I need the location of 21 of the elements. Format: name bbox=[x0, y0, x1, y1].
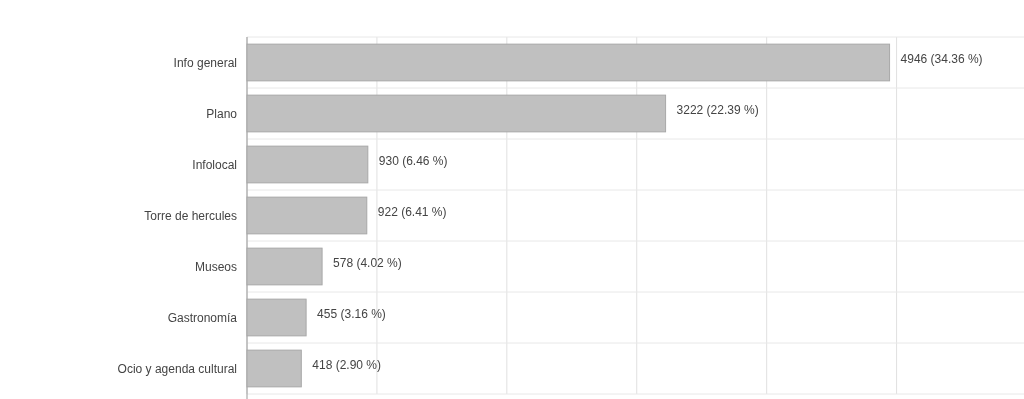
data-label: 3222 (22.39 %) bbox=[676, 102, 759, 117]
y-tick-label: Torre de hercules bbox=[144, 208, 237, 223]
bar bbox=[246, 196, 368, 235]
data-label: 930 (6.46 %) bbox=[378, 153, 448, 168]
y-tick-label: Ocio y agenda cultural bbox=[117, 361, 237, 376]
bar bbox=[246, 349, 302, 388]
bar bbox=[246, 298, 307, 337]
y-tick-label: Infolocal bbox=[192, 157, 237, 172]
bar bbox=[246, 145, 369, 184]
bar bbox=[246, 43, 891, 82]
data-label: 4946 (34.36 %) bbox=[900, 51, 983, 66]
data-label: 418 (2.90 %) bbox=[312, 357, 382, 372]
data-label: 578 (4.02 %) bbox=[333, 255, 402, 270]
bar bbox=[246, 247, 323, 286]
data-label: 922 (6.41 %) bbox=[377, 204, 447, 219]
bar bbox=[246, 94, 667, 133]
data-label: 455 (3.16 %) bbox=[317, 306, 386, 321]
y-tick-label: Gastronomía bbox=[167, 310, 238, 325]
y-tick-label: Info general bbox=[173, 55, 237, 70]
y-tick-label: Museos bbox=[194, 259, 237, 274]
y-tick-label: Plano bbox=[206, 106, 238, 121]
